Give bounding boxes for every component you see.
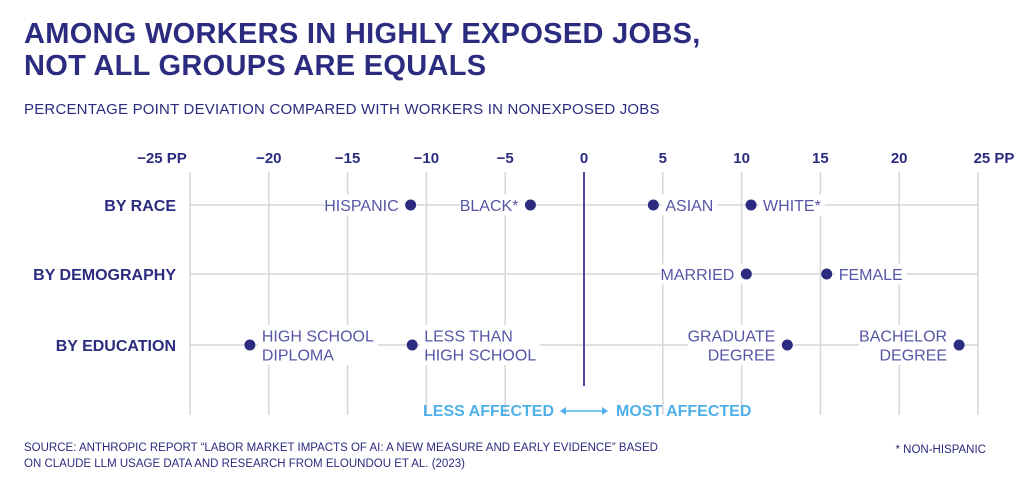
- data-point: [405, 199, 417, 211]
- data-point: [524, 199, 536, 211]
- row-label: BY EDUCATION: [56, 338, 176, 355]
- row-label: BY RACE: [104, 198, 176, 215]
- data-point: [740, 268, 752, 280]
- less-affected-label: LESS AFFECTED: [423, 403, 554, 420]
- label-background: [661, 194, 718, 216]
- tick-label: −25 PP: [137, 150, 187, 167]
- tick-label: −10: [414, 150, 439, 167]
- label-background: [420, 325, 541, 365]
- point-label: MARRIED: [661, 267, 735, 284]
- point-label: WHITE*: [763, 198, 821, 215]
- point-label: DEGREE: [880, 348, 948, 365]
- arrow-right-icon: [602, 407, 608, 415]
- label-background: [660, 263, 743, 285]
- point-label: ASIAN: [665, 198, 713, 215]
- row-label: BY DEMOGRAPHY: [33, 267, 176, 284]
- point-label: BLACK*: [460, 198, 519, 215]
- chart-subtitle: PERCENTAGE POINT DEVIATION COMPARED WITH…: [24, 101, 660, 118]
- tick-label: 25 PP: [974, 150, 1015, 167]
- most-affected-label: MOST AFFECTED: [616, 403, 751, 420]
- tick-label: −20: [256, 150, 281, 167]
- label-background: [687, 325, 784, 365]
- label-background: [324, 194, 407, 216]
- label-background: [859, 325, 956, 365]
- data-point: [953, 339, 965, 351]
- data-point: [745, 199, 757, 211]
- chart-title: AMONG WORKERS IN HIGHLY EXPOSED JOBS, NO…: [24, 18, 701, 82]
- data-point: [406, 339, 418, 351]
- title-line-2: NOT ALL GROUPS ARE EQUALS: [24, 50, 487, 82]
- data-point: [821, 268, 833, 280]
- arrow-left-icon: [560, 407, 566, 415]
- point-label: HIGH SCHOOL: [424, 348, 536, 365]
- source-note: SOURCE: ANTHROPIC REPORT “LABOR MARKET I…: [24, 442, 658, 470]
- point-label: DIPLOMA: [262, 348, 334, 365]
- label-background: [257, 325, 378, 365]
- tick-label: −15: [335, 150, 360, 167]
- tick-label: 15: [812, 150, 829, 167]
- tick-label: 5: [659, 150, 667, 167]
- point-label: HISPANIC: [324, 198, 398, 215]
- label-background: [459, 194, 527, 216]
- label-background: [834, 263, 907, 285]
- point-label: GRADUATE: [688, 329, 776, 346]
- tick-label: 10: [733, 150, 750, 167]
- title-line-1: AMONG WORKERS IN HIGHLY EXPOSED JOBS,: [24, 18, 701, 50]
- tick-label: 0: [580, 150, 588, 167]
- point-label: HIGH SCHOOL: [262, 329, 374, 346]
- point-label: FEMALE: [839, 267, 903, 284]
- data-point: [244, 339, 256, 351]
- point-label: BACHELOR: [859, 329, 947, 346]
- label-background: [759, 194, 825, 216]
- data-point: [647, 199, 659, 211]
- point-label: DEGREE: [708, 348, 776, 365]
- tick-label: 20: [891, 150, 908, 167]
- data-point: [781, 339, 793, 351]
- point-label: LESS THAN: [424, 329, 513, 346]
- tick-label: −5: [497, 150, 514, 167]
- footnote: * NON-HISPANIC: [895, 444, 986, 456]
